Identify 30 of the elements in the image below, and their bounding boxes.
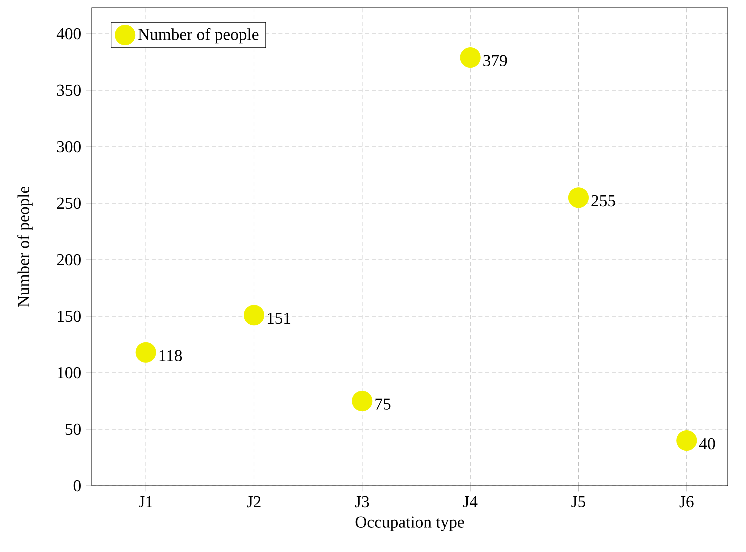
x-tick-label: J5	[572, 496, 586, 508]
y-tick-label: 200	[57, 254, 81, 266]
data-label: 75	[376, 398, 391, 410]
x-tick-label: J1	[139, 496, 152, 508]
point	[136, 342, 156, 363]
point	[352, 390, 373, 412]
y-tick-label: 0	[74, 480, 81, 492]
y-tick-label: 150	[58, 310, 81, 322]
y-tick-label: 300	[57, 141, 81, 153]
data-label: 379	[484, 55, 508, 67]
legend-label: Number of people	[138, 28, 259, 44]
point	[568, 188, 589, 208]
point	[676, 430, 698, 452]
x-tick-label: J6	[680, 496, 694, 508]
y-tick-label: 250	[57, 198, 81, 210]
data-label: 40	[699, 438, 716, 450]
y-axis-title: Number of people	[18, 186, 33, 308]
data-label: 255	[592, 195, 616, 207]
y-tick-label: 100	[58, 367, 81, 379]
x-tick-label: J3	[355, 496, 370, 508]
x-tick-label: J4	[464, 496, 478, 508]
y-tick-label: 400	[56, 28, 81, 40]
point	[244, 305, 265, 326]
y-tick-label: 50	[66, 424, 81, 436]
data-label: 151	[268, 312, 291, 324]
y-tick-label: 350	[57, 84, 81, 96]
data-label: 118	[160, 350, 182, 362]
x-axis-title: Occupation type	[356, 516, 464, 532]
point	[460, 47, 481, 68]
x-tick-label: J2	[247, 496, 261, 508]
